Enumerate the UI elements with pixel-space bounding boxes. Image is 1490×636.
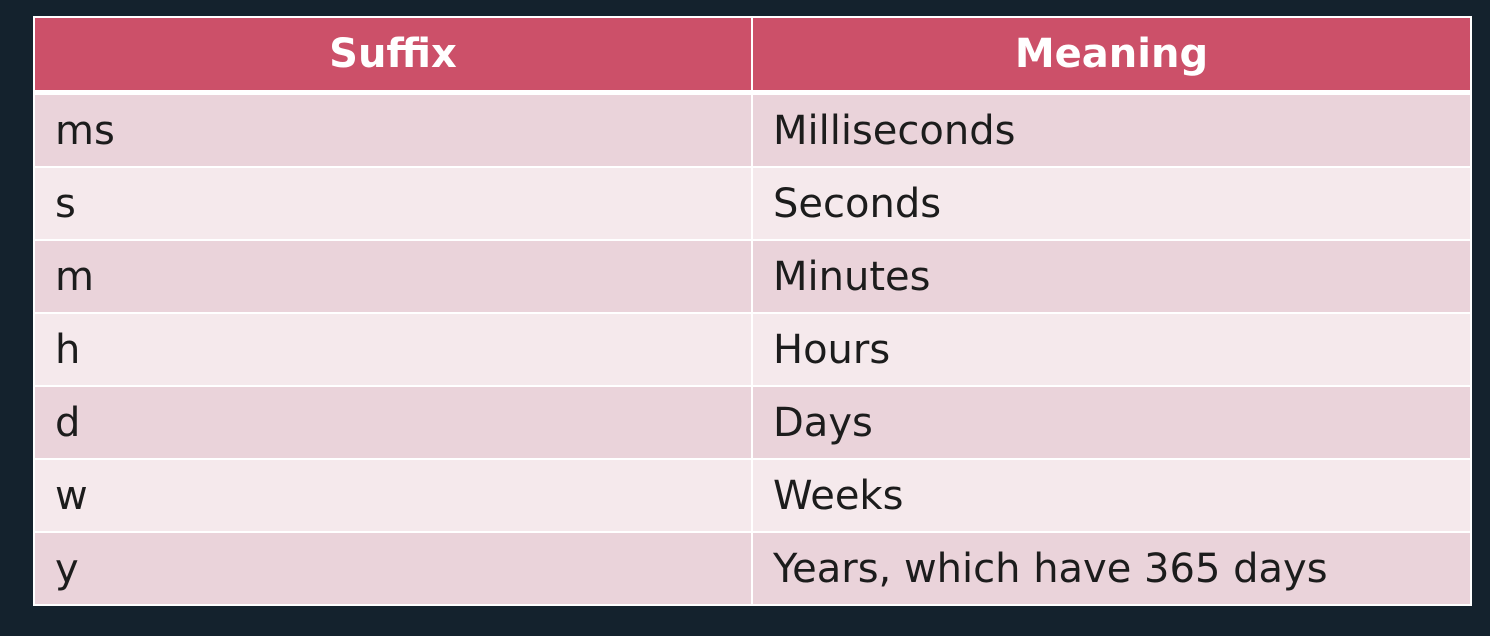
table-row: s Seconds (33, 166, 1472, 241)
meaning-cell: Milliseconds (751, 91, 1472, 168)
suffix-cell: ms (33, 91, 753, 168)
meaning-cell: Hours (751, 312, 1472, 387)
suffix-cell: w (33, 458, 753, 533)
suffix-table: Suffix Meaning ms Milliseconds s Seconds… (33, 16, 1472, 606)
table-row: ms Milliseconds (33, 91, 1472, 168)
table-row: w Weeks (33, 458, 1472, 533)
table-row: d Days (33, 385, 1472, 460)
meaning-cell: Years, which have 365 days (751, 531, 1472, 606)
meaning-cell: Seconds (751, 166, 1472, 241)
meaning-cell: Days (751, 385, 1472, 460)
table-row: y Years, which have 365 days (33, 531, 1472, 606)
meaning-cell: Minutes (751, 239, 1472, 314)
table-row: m Minutes (33, 239, 1472, 314)
table-header-row: Suffix Meaning (33, 16, 1472, 95)
suffix-cell: y (33, 531, 753, 606)
meaning-cell: Weeks (751, 458, 1472, 533)
suffix-cell: d (33, 385, 753, 460)
suffix-cell: m (33, 239, 753, 314)
table-row: h Hours (33, 312, 1472, 387)
header-suffix: Suffix (33, 16, 753, 95)
suffix-cell: h (33, 312, 753, 387)
header-meaning: Meaning (751, 16, 1472, 95)
suffix-cell: s (33, 166, 753, 241)
